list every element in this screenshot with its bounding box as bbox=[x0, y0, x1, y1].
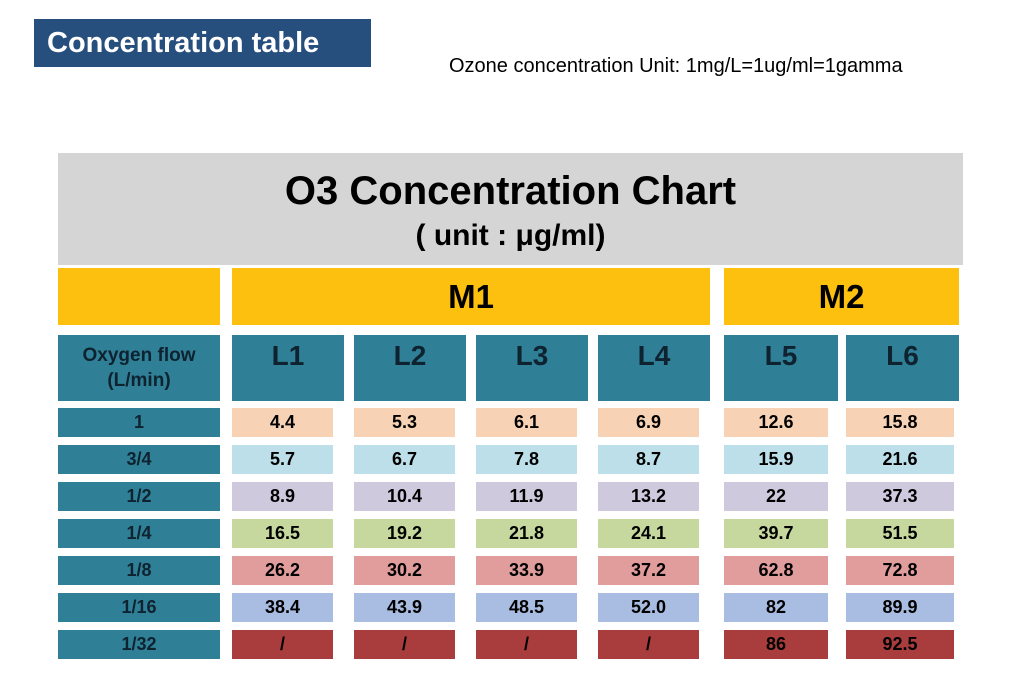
value-cell: 11.9 bbox=[476, 482, 577, 511]
value-cell: 89.9 bbox=[846, 593, 954, 622]
row-header: 1/16 bbox=[58, 593, 220, 622]
table-title: O3 Concentration Chart bbox=[284, 169, 737, 213]
group-header-spacer bbox=[58, 268, 220, 325]
column-header-oxygen-flow: Oxygen flow (L/min) bbox=[58, 335, 220, 401]
column-header-l2: L2 bbox=[354, 335, 466, 401]
value-cell: 10.4 bbox=[354, 482, 455, 511]
value-cell: 22 bbox=[724, 482, 828, 511]
value-cell: 8.9 bbox=[232, 482, 333, 511]
column-header-l6: L6 bbox=[846, 335, 959, 401]
row-header: 1 bbox=[58, 408, 220, 437]
value-cell: 48.5 bbox=[476, 593, 577, 622]
value-cell: 82 bbox=[724, 593, 828, 622]
value-cell: 15.8 bbox=[846, 408, 954, 437]
column-header-l4: L4 bbox=[598, 335, 710, 401]
table-row: 1/4 16.5 19.2 21.8 24.1 39.7 51.5 bbox=[58, 519, 963, 548]
column-header-row: Oxygen flow (L/min) L1 L2 L3 L4 L5 L6 bbox=[58, 335, 963, 401]
value-cell: 37.3 bbox=[846, 482, 954, 511]
table-row: 1/32 / / / / 86 92.5 bbox=[58, 630, 963, 659]
table-title-block: O3 Concentration Chart ( unit : μg/ml) bbox=[58, 153, 963, 265]
value-cell: / bbox=[354, 630, 455, 659]
value-cell: / bbox=[476, 630, 577, 659]
value-cell: 39.7 bbox=[724, 519, 828, 548]
value-cell: 4.4 bbox=[232, 408, 333, 437]
table-row: 1/16 38.4 43.9 48.5 52.0 82 89.9 bbox=[58, 593, 963, 622]
value-cell: 15.9 bbox=[724, 445, 828, 474]
value-cell: 21.8 bbox=[476, 519, 577, 548]
slide-title-badge: Concentration table bbox=[34, 19, 371, 67]
value-cell: 6.9 bbox=[598, 408, 699, 437]
value-cell: 33.9 bbox=[476, 556, 577, 585]
table-row: 1 4.4 5.3 6.1 6.9 12.6 15.8 bbox=[58, 408, 963, 437]
group-header-m1: M1 bbox=[232, 268, 710, 325]
table-row: 1/8 26.2 30.2 33.9 37.2 62.8 72.8 bbox=[58, 556, 963, 585]
value-cell: 51.5 bbox=[846, 519, 954, 548]
group-header-m2: M2 bbox=[724, 268, 959, 325]
value-cell: 24.1 bbox=[598, 519, 699, 548]
value-cell: 26.2 bbox=[232, 556, 333, 585]
value-cell: 16.5 bbox=[232, 519, 333, 548]
value-cell: 6.1 bbox=[476, 408, 577, 437]
value-cell: 72.8 bbox=[846, 556, 954, 585]
value-cell: 21.6 bbox=[846, 445, 954, 474]
column-header-l3: L3 bbox=[476, 335, 588, 401]
group-header-row: M1 M2 bbox=[58, 268, 963, 325]
value-cell: 43.9 bbox=[354, 593, 455, 622]
row-header: 1/2 bbox=[58, 482, 220, 511]
table-row: 3/4 5.7 6.7 7.8 8.7 15.9 21.6 bbox=[58, 445, 963, 474]
value-cell: 6.7 bbox=[354, 445, 455, 474]
row-header: 3/4 bbox=[58, 445, 220, 474]
value-cell: 5.3 bbox=[354, 408, 455, 437]
value-cell: 62.8 bbox=[724, 556, 828, 585]
value-cell: 52.0 bbox=[598, 593, 699, 622]
table-row: 1/2 8.9 10.4 11.9 13.2 22 37.3 bbox=[58, 482, 963, 511]
row-header: 1/8 bbox=[58, 556, 220, 585]
oxygen-flow-label: Oxygen flow bbox=[82, 345, 196, 366]
value-cell: 5.7 bbox=[232, 445, 333, 474]
value-cell: 92.5 bbox=[846, 630, 954, 659]
value-cell: 86 bbox=[724, 630, 828, 659]
column-header-l5: L5 bbox=[724, 335, 838, 401]
value-cell: 13.2 bbox=[598, 482, 699, 511]
table-subtitle: ( unit : μg/ml) bbox=[415, 219, 606, 252]
value-cell: 38.4 bbox=[232, 593, 333, 622]
concentration-table: O3 Concentration Chart ( unit : μg/ml) M… bbox=[58, 153, 963, 667]
value-cell: 19.2 bbox=[354, 519, 455, 548]
value-cell: 30.2 bbox=[354, 556, 455, 585]
row-header: 1/32 bbox=[58, 630, 220, 659]
value-cell: 37.2 bbox=[598, 556, 699, 585]
value-cell: / bbox=[232, 630, 333, 659]
value-cell: / bbox=[598, 630, 699, 659]
row-header: 1/4 bbox=[58, 519, 220, 548]
unit-note: Ozone concentration Unit: 1mg/L=1ug/ml=1… bbox=[449, 55, 903, 77]
value-cell: 8.7 bbox=[598, 445, 699, 474]
value-cell: 7.8 bbox=[476, 445, 577, 474]
oxygen-flow-unit: (L/min) bbox=[107, 370, 171, 391]
column-header-l1: L1 bbox=[232, 335, 344, 401]
value-cell: 12.6 bbox=[724, 408, 828, 437]
